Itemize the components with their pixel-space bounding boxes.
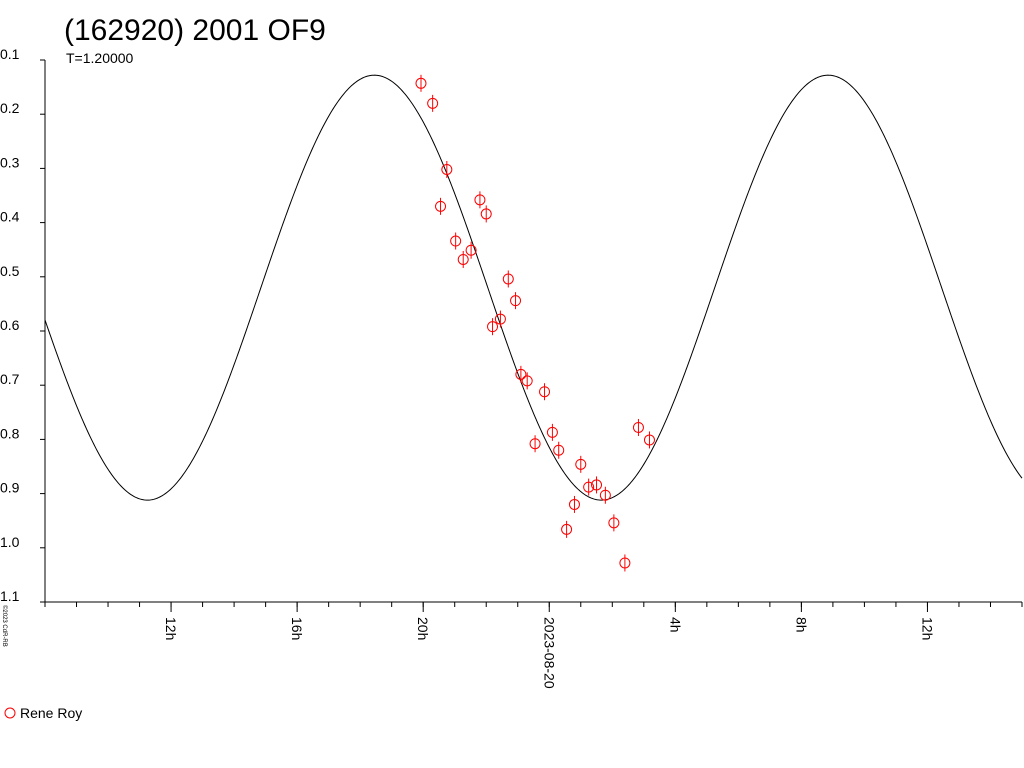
data-point bbox=[427, 94, 439, 112]
point-marker bbox=[480, 208, 492, 220]
point-marker bbox=[529, 438, 541, 450]
period-label: T=1.20000 bbox=[66, 50, 134, 66]
point-marker bbox=[521, 375, 533, 387]
y-axis: 0.1 0.2 0.3 0.4 0.5 0.6 0.7 0.8 0.9 1.0 1.1 bbox=[0, 46, 45, 604]
data-point bbox=[591, 476, 603, 494]
y-tick-label: 0.8 bbox=[0, 425, 20, 441]
point-marker bbox=[575, 458, 587, 470]
data-point bbox=[480, 205, 492, 223]
x-tick-label: 12h bbox=[919, 617, 935, 640]
y-tick-label: 0.4 bbox=[0, 209, 20, 225]
data-point bbox=[619, 554, 631, 572]
y-tick-label: 0.3 bbox=[0, 154, 20, 170]
y-tick-label: 1.0 bbox=[0, 534, 20, 550]
point-marker bbox=[502, 273, 514, 285]
data-point bbox=[539, 383, 551, 401]
data-points bbox=[415, 74, 655, 572]
model-curve bbox=[44, 74, 1023, 501]
y-tick-label: 0.5 bbox=[0, 263, 20, 279]
data-point bbox=[568, 495, 580, 513]
data-point bbox=[561, 520, 573, 538]
chart-title: (162920) 2001 OF9 bbox=[64, 14, 326, 47]
point-marker bbox=[515, 368, 527, 380]
point-marker bbox=[465, 244, 477, 256]
x-axis: 12h 16h 20h 2023-08-20 4h 8h 12h bbox=[44, 602, 1023, 689]
point-marker bbox=[583, 481, 595, 493]
data-point bbox=[487, 318, 499, 336]
model-curve-group bbox=[44, 74, 1023, 501]
data-point bbox=[510, 292, 522, 310]
y-tick-label: 0.1 bbox=[0, 46, 20, 62]
data-point bbox=[553, 441, 565, 459]
legend-label: Rene Roy bbox=[20, 705, 82, 721]
point-marker bbox=[441, 163, 453, 175]
plot-area bbox=[44, 60, 1022, 603]
point-marker bbox=[591, 479, 603, 491]
data-point bbox=[521, 372, 533, 390]
point-marker bbox=[599, 489, 611, 501]
point-marker bbox=[487, 321, 499, 333]
y-tick-label: 0.7 bbox=[0, 371, 20, 387]
point-marker bbox=[494, 313, 506, 325]
point-marker bbox=[546, 426, 558, 438]
data-point bbox=[608, 514, 620, 532]
point-marker bbox=[608, 517, 620, 529]
data-point bbox=[546, 423, 558, 441]
data-point bbox=[494, 310, 506, 328]
point-marker bbox=[539, 386, 551, 398]
y-tick-label: 0.6 bbox=[0, 317, 20, 333]
point-marker bbox=[510, 295, 522, 307]
data-point bbox=[474, 191, 486, 209]
y-tick-label: 0.2 bbox=[0, 100, 20, 116]
point-marker bbox=[619, 557, 631, 569]
point-marker bbox=[561, 523, 573, 535]
point-marker bbox=[643, 434, 655, 446]
point-marker bbox=[457, 253, 469, 265]
data-point bbox=[529, 435, 541, 453]
data-point bbox=[415, 74, 427, 92]
point-marker bbox=[474, 194, 486, 206]
y-tick-label: 0.9 bbox=[0, 480, 20, 496]
data-point bbox=[465, 241, 477, 259]
data-point bbox=[575, 455, 587, 473]
point-marker bbox=[568, 498, 580, 510]
data-point bbox=[441, 160, 453, 178]
x-tick-label: 20h bbox=[415, 617, 431, 640]
x-tick-label: 12h bbox=[163, 617, 179, 640]
point-marker bbox=[553, 444, 565, 456]
data-point bbox=[450, 232, 462, 250]
point-marker bbox=[415, 77, 427, 89]
x-tick-label: 16h bbox=[289, 617, 305, 640]
data-point bbox=[457, 250, 469, 268]
data-point bbox=[435, 197, 447, 215]
legend-marker bbox=[4, 707, 16, 719]
data-point bbox=[599, 486, 611, 504]
data-point bbox=[583, 478, 595, 496]
point-marker bbox=[435, 200, 447, 212]
point-marker bbox=[427, 97, 439, 109]
data-point bbox=[632, 418, 644, 436]
credit-text: ©2023 CdR-RB bbox=[1, 605, 8, 647]
legend: Rene Roy bbox=[4, 705, 82, 721]
x-tick-label: 2023-08-20 bbox=[541, 617, 557, 689]
point-marker bbox=[632, 421, 644, 433]
data-point bbox=[643, 431, 655, 449]
x-tick-label: 8h bbox=[793, 617, 809, 633]
x-tick-label: 4h bbox=[667, 617, 683, 633]
y-tick-label: 1.1 bbox=[0, 588, 20, 604]
data-point bbox=[515, 365, 527, 383]
data-point bbox=[502, 270, 514, 288]
point-marker bbox=[450, 235, 462, 247]
